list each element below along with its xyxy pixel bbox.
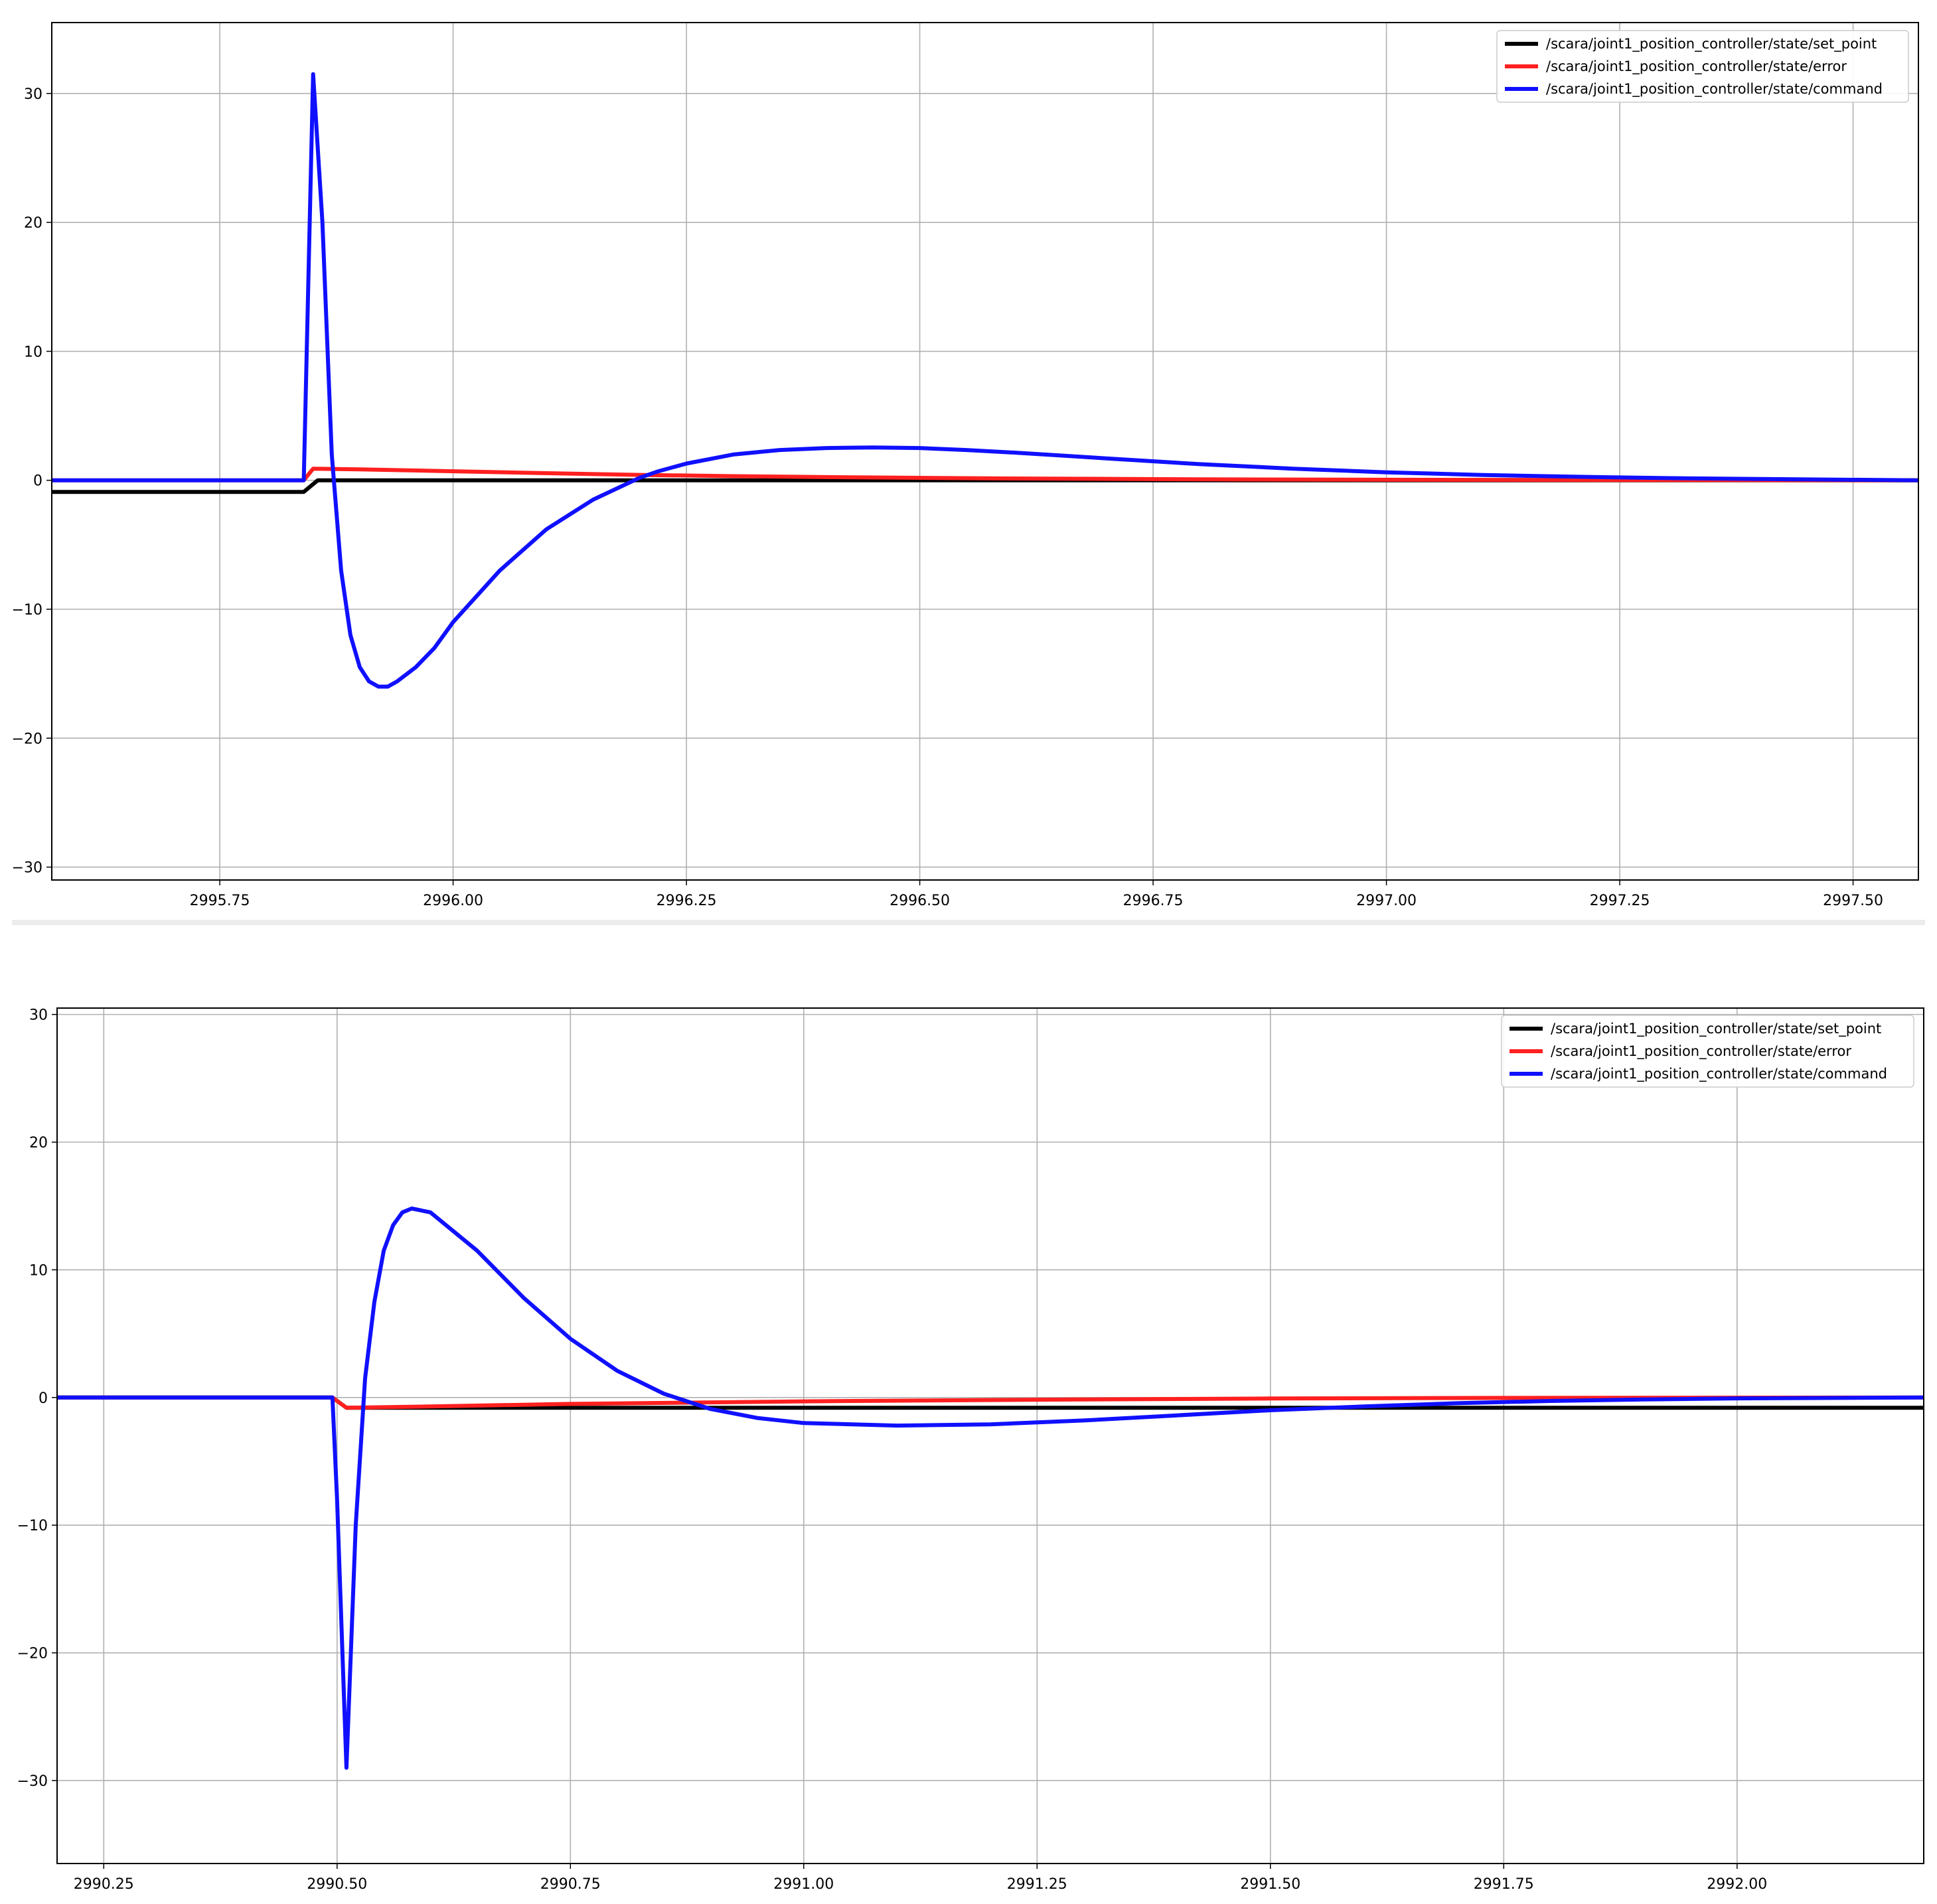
bottom-legend-label-set-point: /scara/joint1_position_controller/state/…: [1551, 1021, 1881, 1037]
top-y-tick-label: 10: [24, 344, 42, 360]
top-series-error-line: [52, 467, 1918, 482]
top-y-tick-label: 20: [24, 215, 42, 232]
bottom-legend-label-error: /scara/joint1_position_controller/state/…: [1551, 1043, 1851, 1060]
bottom-chart: 2990.25 2990.50 2990.75 2991.00 2991.25 2991.…: [17, 1007, 1924, 1893]
top-legend-label-set-point: /scara/joint1_position_controller/state/…: [1546, 36, 1877, 52]
bottom-y-tick-label: 20: [29, 1135, 48, 1151]
bottom-x-tick-label: 2990.25: [74, 1876, 134, 1893]
bottom-legend-label-command: /scara/joint1_position_controller/state/…: [1551, 1066, 1887, 1082]
top-legend-box: [1496, 30, 1909, 103]
bottom-x-tick-label: 2991.75: [1474, 1876, 1534, 1893]
bottom-y-tick-label: 30: [29, 1007, 48, 1024]
bottom-series-command-line: [57, 1207, 1924, 1770]
top-y-tick-label: 30: [24, 86, 42, 103]
top-y-tick-label: −10: [12, 602, 42, 619]
top-y-tick-label: −30: [12, 860, 42, 877]
top-legend-label-error: /scara/joint1_position_controller/state/…: [1546, 58, 1847, 75]
top-chart: 2995.75 2996.00 2996.25 2996.50 2996.75 2997.…: [12, 22, 1919, 909]
bottom-y-tick-label: 0: [39, 1390, 48, 1407]
top-x-tick-label: 2996.00: [423, 893, 483, 909]
top-x-tick-label: 2995.75: [190, 893, 250, 909]
bottom-x-tick-label: 2990.50: [307, 1876, 367, 1893]
bottom-legend-box: [1501, 1015, 1914, 1088]
bottom-series-group: [57, 1207, 1924, 1770]
top-y-tick-label: 0: [33, 473, 42, 490]
top-axes-frame: [51, 22, 1919, 881]
bottom-y-tick-label: −20: [17, 1646, 48, 1662]
bottom-y-tick-label: −10: [17, 1518, 48, 1534]
bottom-y-tick-label: 10: [29, 1262, 48, 1279]
bottom-axes-frame: [56, 1007, 1924, 1864]
bottom-y-tick-label: −30: [17, 1773, 48, 1790]
bottom-x-tick-label: 2992.00: [1707, 1876, 1767, 1893]
top-y-tick-label: −20: [12, 731, 42, 747]
bottom-x-tick-label: 2991.50: [1240, 1876, 1300, 1893]
top-x-tick-label: 2996.75: [1123, 893, 1184, 909]
chart-separator: [12, 920, 1925, 925]
top-legend: /scara/joint1_position_controller/state/…: [1496, 30, 1909, 103]
bottom-x-tick-label: 2991.00: [773, 1876, 834, 1893]
top-series-command-line: [52, 72, 1918, 689]
top-x-tick-label: 2997.25: [1590, 893, 1650, 909]
top-x-tick-label: 2996.25: [657, 893, 717, 909]
top-series-group: [52, 72, 1918, 689]
top-x-tick-label: 2996.50: [890, 893, 950, 909]
top-x-tick-label: 2997.50: [1823, 893, 1883, 909]
bottom-legend: /scara/joint1_position_controller/state/…: [1501, 1015, 1914, 1088]
top-x-tick-label: 2997.00: [1356, 893, 1417, 909]
bottom-x-tick-label: 2991.25: [1007, 1876, 1067, 1893]
bottom-x-tick-label: 2990.75: [540, 1876, 601, 1893]
top-legend-label-command: /scara/joint1_position_controller/state/…: [1546, 81, 1883, 98]
